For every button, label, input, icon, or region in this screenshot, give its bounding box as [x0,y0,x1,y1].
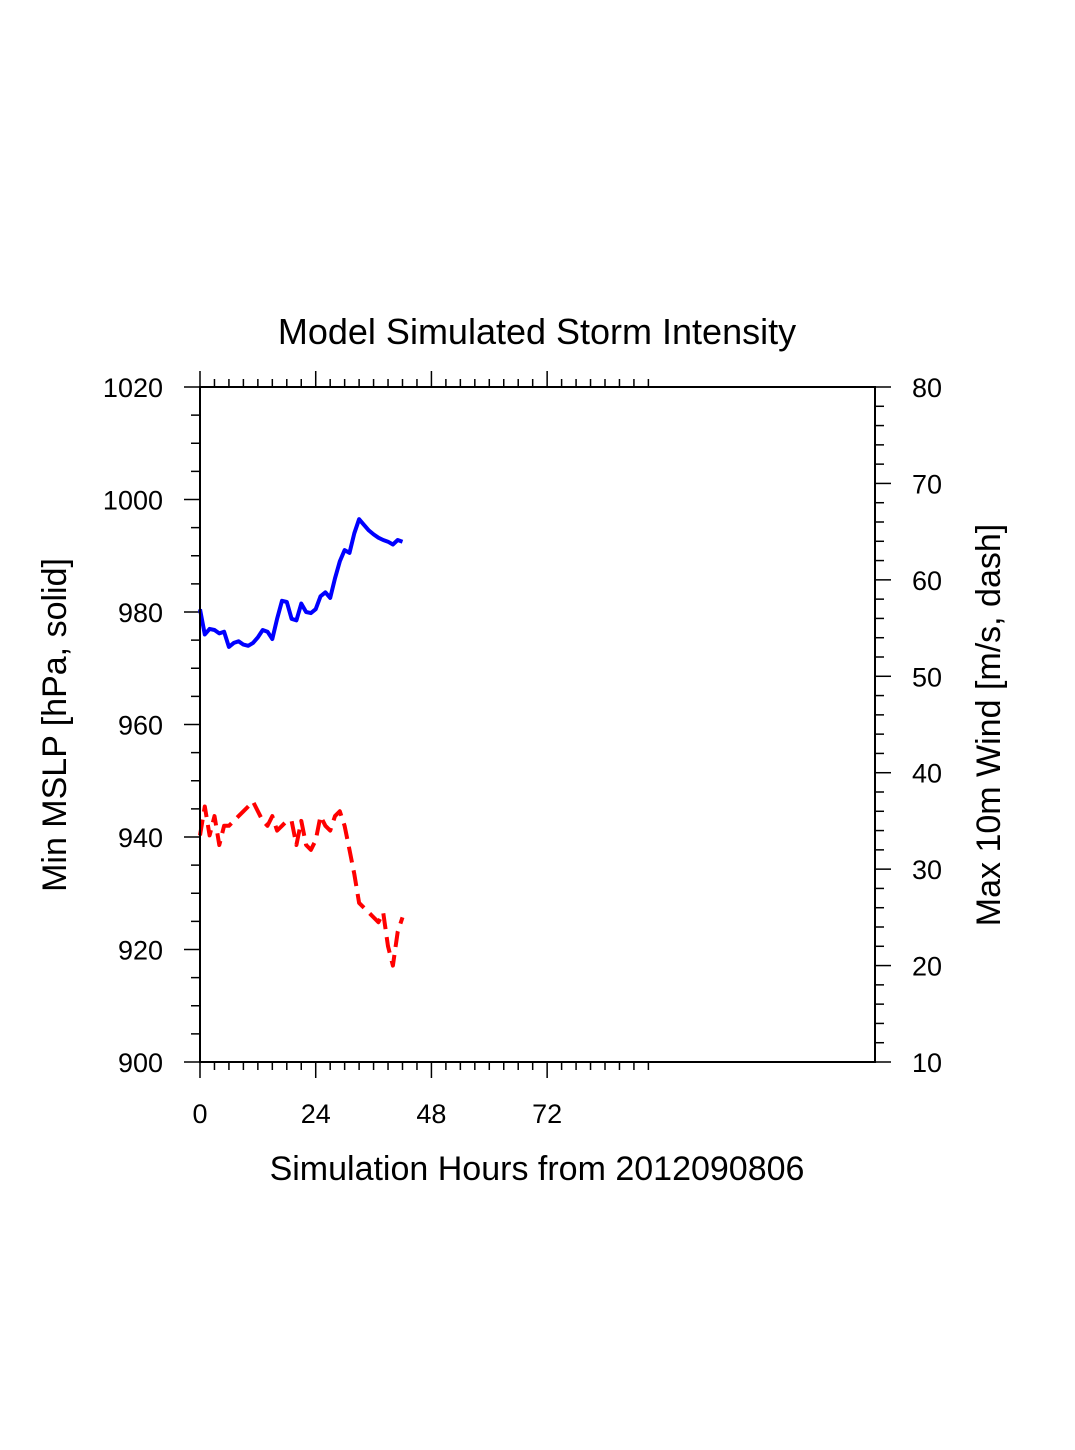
plot-frame [199,386,876,1063]
y-right-tick-label: 70 [912,469,942,499]
chart-title: Model Simulated Storm Intensity [278,311,796,352]
x-tick-label: 0 [192,1099,207,1129]
y-left-tick-label: 940 [118,823,163,853]
axis-tick-labels: 0 24 48 72900920940960980100010201020304050… [103,373,942,1129]
y-axis-label-right: Max 10m Wind [m/s, dash] [970,524,1008,926]
y-left-tick-label: 980 [118,598,163,628]
x-tick-label: 48 [416,1099,446,1129]
x-axis-label: Simulation Hours from 2012090806 [270,1150,805,1188]
y-right-tick-label: 30 [912,855,942,885]
y-left-tick-label: 1020 [103,373,163,403]
x-tick-label: 72 [532,1099,562,1129]
y-right-tick-label: 50 [912,662,942,692]
y-left-tick-label: 900 [118,1048,163,1078]
y-right-tick-label: 40 [912,759,942,789]
y-left-tick-label: 960 [118,711,163,741]
y-right-tick-label: 10 [912,1048,942,1078]
axis-ticks [184,371,891,1078]
y-left-tick-label: 920 [118,936,163,966]
series-layer [198,517,405,968]
y-right-tick-label: 60 [912,566,942,596]
y-right-tick-label: 20 [912,952,942,982]
series-line-min-mslp [198,517,404,649]
x-tick-label: 24 [301,1099,331,1129]
y-axis-label-left: Min MSLP [hPa, solid] [36,558,74,892]
series-line-max-wind [198,799,405,968]
y-left-tick-label: 1000 [103,486,163,516]
y-right-tick-label: 80 [912,373,942,403]
